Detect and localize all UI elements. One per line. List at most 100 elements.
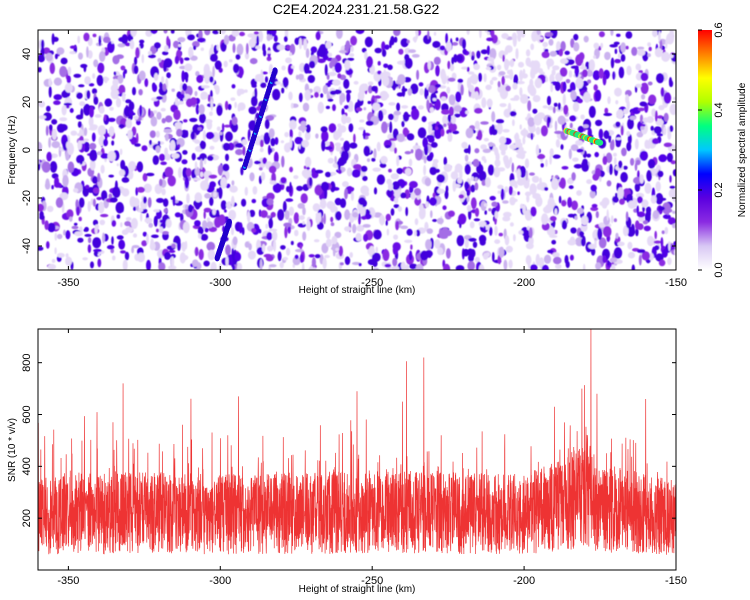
heatmap-cell	[464, 181, 470, 190]
heatmap-cell	[298, 92, 303, 103]
heatmap-cell	[244, 52, 250, 60]
heatmap-cell	[598, 222, 605, 228]
heatmap-cell	[325, 40, 332, 49]
heatmap-cell	[65, 253, 69, 258]
heatmap-cell	[537, 68, 543, 74]
heatmap-cell	[309, 60, 316, 69]
heatmap-cell	[654, 47, 663, 58]
heatmap-cell	[532, 108, 538, 114]
heatmap-cell	[653, 126, 662, 134]
heatmap-cell	[302, 221, 305, 225]
heatmap-cell	[643, 225, 651, 232]
heatmap-cell	[206, 221, 214, 229]
heatmap-cell	[83, 32, 90, 42]
heatmap-cell	[657, 170, 664, 178]
heatmap-cell	[669, 80, 674, 88]
heatmap-cell	[441, 109, 450, 115]
heatmap-cell	[494, 159, 501, 167]
heatmap-cell	[47, 263, 57, 270]
heatmap-cell	[178, 167, 182, 179]
heatmap-cell	[230, 97, 236, 101]
heatmap-cell	[282, 256, 288, 261]
heatmap-cell	[73, 188, 79, 193]
heatmap-cell	[667, 257, 672, 266]
heatmap-cell	[549, 216, 557, 222]
heatmap-cell	[289, 52, 293, 56]
heatmap-cell	[530, 66, 539, 75]
heatmap-cell	[401, 88, 408, 92]
heatmap-cell	[458, 194, 465, 199]
heatmap-cell	[529, 183, 537, 195]
heatmap-cell	[367, 247, 376, 256]
heatmap-cell	[110, 88, 120, 100]
heatmap-cell	[248, 38, 256, 48]
heatmap-cell	[663, 92, 672, 104]
heatmap-cell	[249, 58, 258, 65]
heatmap-cell	[439, 45, 446, 51]
heatmap-cell	[376, 174, 385, 185]
heatmap-cell	[192, 259, 199, 268]
heatmap-cell	[182, 150, 188, 155]
heatmap-cell	[642, 117, 649, 123]
heatmap-cell	[613, 152, 617, 157]
heatmap-cell	[604, 51, 611, 61]
heatmap-cell	[118, 239, 126, 250]
heatmap-cell	[150, 30, 158, 34]
heatmap-y-tick-label: -40	[21, 238, 33, 254]
heatmap-cell	[611, 139, 615, 150]
heatmap-cell	[112, 255, 116, 261]
heatmap-cell	[410, 83, 419, 95]
heatmap-cell	[344, 256, 351, 265]
snr-x-tick-label: -350	[57, 575, 79, 587]
snr-y-tick-label: 200	[21, 509, 33, 527]
heatmap-cell	[305, 48, 310, 59]
heatmap-cell	[410, 244, 413, 250]
heatmap-cell	[485, 252, 490, 257]
heatmap-cell	[474, 91, 479, 101]
heatmap-cell	[179, 57, 184, 65]
heatmap-cell	[440, 68, 446, 81]
heatmap-cell	[448, 106, 454, 117]
heatmap-cell	[520, 129, 529, 137]
heatmap-cell	[285, 57, 292, 64]
heatmap-cell	[529, 172, 535, 176]
heatmap-cell	[161, 118, 166, 124]
heatmap-cell	[625, 94, 630, 104]
heatmap-cell	[504, 235, 510, 246]
heatmap-cell	[391, 265, 400, 270]
heatmap-cell	[607, 260, 610, 266]
heatmap-cell	[589, 190, 596, 199]
heatmap-cell	[509, 59, 515, 68]
heatmap-cell	[48, 86, 52, 98]
heatmap-cell	[344, 188, 348, 200]
heatmap-cell	[66, 75, 71, 84]
heatmap-cell	[173, 40, 180, 49]
heatmap-cell	[63, 102, 72, 106]
heatmap-cell	[50, 153, 58, 159]
heatmap-cell	[200, 91, 209, 100]
heatmap-cell	[554, 81, 561, 91]
heatmap-cell	[387, 188, 393, 198]
heatmap-cell	[512, 119, 515, 127]
heatmap-cell	[389, 121, 393, 134]
heatmap-cell	[524, 158, 530, 169]
heatmap-cell	[111, 236, 114, 245]
heatmap-cell	[120, 65, 125, 70]
heatmap-cell	[474, 177, 478, 182]
heatmap-cell	[60, 57, 68, 65]
heatmap-cell	[293, 175, 299, 180]
heatmap-cell	[288, 91, 293, 101]
heatmap-cell	[640, 123, 646, 127]
heatmap-cell	[203, 210, 206, 219]
heatmap-cell	[137, 252, 145, 263]
heatmap-cell	[238, 222, 243, 234]
heatmap-cell	[302, 206, 306, 216]
heatmap-cell	[149, 139, 152, 146]
heatmap-cell	[606, 209, 609, 221]
heatmap-cell	[141, 145, 148, 152]
heatmap-cell	[598, 237, 607, 249]
heatmap-cell	[459, 107, 468, 118]
heatmap-cell	[65, 230, 71, 240]
heatmap-cell	[508, 259, 513, 269]
heatmap-cell	[125, 217, 132, 221]
